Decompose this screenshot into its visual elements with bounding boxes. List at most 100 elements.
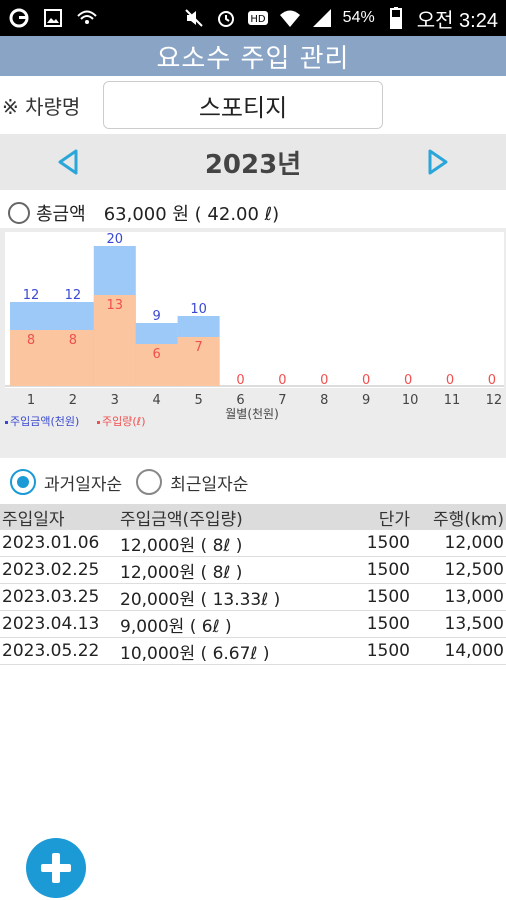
legend-amount: 주입금액(천원) — [10, 414, 79, 428]
battery-icon — [385, 7, 407, 29]
tick-label: 1 — [27, 393, 35, 408]
table-row[interactable]: 2023.02.25 12,000원 ( 8ℓ ) 1500 12,500 — [0, 557, 506, 584]
battery-percent: 54% — [342, 9, 375, 26]
sort-row: 과거일자순 최근일자순 — [0, 462, 506, 502]
legend-volume-swatch — [97, 421, 100, 424]
data-label-volume: 13 — [107, 298, 124, 313]
triangle-right-icon[interactable] — [424, 148, 452, 176]
alarm-icon — [215, 7, 237, 29]
wifi-giga-icon — [76, 7, 98, 29]
plus-icon — [41, 853, 71, 883]
tick-label: 4 — [153, 393, 161, 408]
status-time: 오전 3:24 — [416, 9, 498, 32]
cell-amount: 10,000원 ( 6.67ℓ ) — [120, 643, 270, 664]
hd-icon: HD — [247, 7, 269, 29]
total-value: 63,000 원 ( 42.00 ℓ) — [103, 204, 280, 225]
radio-unselected-icon[interactable] — [136, 469, 163, 495]
cell-unit-price: 1500 — [366, 641, 410, 661]
tick-label: 6 — [236, 393, 244, 408]
image-icon — [42, 7, 64, 29]
data-label-volume: 8 — [69, 333, 77, 348]
chart-panel: 12 8 1 12 8 2 20 13 3 9 6 4 10 7 5 0 6 0 7 0 8 0 9 0 10 0 11 0 12 월별(… — [0, 228, 506, 458]
bar-volume — [177, 337, 220, 386]
cell-amount: 9,000원 ( 6ℓ ) — [120, 616, 232, 637]
signal-icon — [311, 7, 333, 29]
year-label: 2023년 — [204, 149, 302, 180]
total-label: 총금액 — [36, 204, 86, 225]
tick-label: 8 — [320, 393, 328, 408]
cell-unit-price: 1500 — [366, 560, 410, 580]
triangle-left-icon[interactable] — [54, 148, 82, 176]
data-label-amount: 20 — [107, 232, 124, 247]
bar-volume — [51, 330, 94, 386]
x-axis-label: 월별(천원) — [225, 406, 279, 421]
data-label-volume: 0 — [488, 373, 496, 388]
tick-label: 2 — [69, 393, 77, 408]
svg-text:HD: HD — [250, 14, 266, 25]
cell-unit-price: 1500 — [366, 614, 410, 634]
cell-mileage: 12,500 — [444, 560, 504, 580]
wifi-icon — [279, 7, 301, 29]
bar-volume — [93, 295, 136, 386]
data-label-amount: 12 — [65, 288, 82, 303]
data-label-volume: 7 — [194, 340, 202, 355]
tick-label: 3 — [111, 393, 119, 408]
data-label-amount: 10 — [190, 302, 207, 317]
tick-label: 11 — [444, 393, 461, 408]
total-radio[interactable] — [8, 202, 30, 224]
sort-newest-option[interactable]: 최근일자순 — [136, 469, 248, 495]
radio-selected-icon[interactable] — [10, 469, 36, 495]
bar-volume — [10, 330, 52, 386]
legend-volume: 주입량(ℓ) — [102, 415, 146, 428]
table-row[interactable]: 2023.03.25 20,000원 ( 13.33ℓ ) 1500 13,00… — [0, 584, 506, 611]
tick-label: 5 — [194, 393, 202, 408]
data-label-volume: 0 — [236, 373, 244, 388]
header-mileage: 주행(km) — [433, 509, 504, 530]
cell-mileage: 12,000 — [444, 533, 504, 553]
g-icon — [8, 7, 30, 29]
cell-mileage: 14,000 — [444, 641, 504, 661]
data-label-volume: 6 — [153, 347, 161, 362]
sort-oldest-label: 과거일자순 — [44, 474, 123, 495]
data-label-amount: 12 — [23, 288, 40, 303]
mute-icon — [183, 7, 205, 29]
data-label-volume: 8 — [27, 333, 35, 348]
header-date: 주입일자 — [2, 509, 65, 530]
legend-amount-swatch — [5, 421, 8, 424]
cell-amount: 20,000원 ( 13.33ℓ ) — [120, 589, 281, 610]
cell-mileage: 13,000 — [444, 587, 504, 607]
vehicle-label: ※ 차량명 — [2, 94, 81, 119]
cell-date: 2023.02.25 — [2, 560, 100, 580]
tick-label: 7 — [278, 393, 286, 408]
data-label-volume: 0 — [404, 373, 412, 388]
vehicle-select[interactable]: 스포티지 — [103, 81, 383, 129]
total-row: 총금액 63,000 원 ( 42.00 ℓ) — [0, 196, 506, 230]
data-label-volume: 0 — [320, 373, 328, 388]
page-title: 요소수 주입 관리 — [156, 43, 350, 74]
tick-label: 12 — [486, 393, 503, 408]
tick-label: 9 — [362, 393, 370, 408]
data-label-amount: 9 — [153, 309, 161, 324]
cell-mileage: 13,500 — [444, 614, 504, 634]
title-bar: 요소수 주입 관리 — [0, 36, 506, 76]
header-amount: 주입금액(주입량) — [120, 509, 243, 530]
cell-unit-price: 1500 — [366, 587, 410, 607]
data-label-volume: 0 — [362, 373, 370, 388]
table-row[interactable]: 2023.04.13 9,000원 ( 6ℓ ) 1500 13,500 — [0, 611, 506, 638]
year-nav: 2023년 — [0, 134, 506, 190]
cell-date: 2023.03.25 — [2, 587, 100, 607]
cell-date: 2023.05.22 — [2, 641, 100, 661]
cell-amount: 12,000원 ( 8ℓ ) — [120, 562, 243, 583]
add-button[interactable] — [26, 838, 86, 898]
sort-oldest-option[interactable]: 과거일자순 — [10, 469, 122, 495]
cell-amount: 12,000원 ( 8ℓ ) — [120, 535, 243, 556]
tick-label: 10 — [402, 393, 419, 408]
injection-table: 주입일자 주입금액(주입량) 단가 주행(km) 2023.01.06 12,0… — [0, 504, 506, 665]
status-bar: HD 54% 오전 3:24 — [0, 0, 506, 36]
table-header: 주입일자 주입금액(주입량) 단가 주행(km) — [0, 504, 506, 530]
table-row[interactable]: 2023.05.22 10,000원 ( 6.67ℓ ) 1500 14,000 — [0, 638, 506, 665]
cell-date: 2023.01.06 — [2, 533, 100, 553]
cell-date: 2023.04.13 — [2, 614, 100, 634]
header-unit-price: 단가 — [378, 509, 410, 530]
table-row[interactable]: 2023.01.06 12,000원 ( 8ℓ ) 1500 12,000 — [0, 530, 506, 557]
